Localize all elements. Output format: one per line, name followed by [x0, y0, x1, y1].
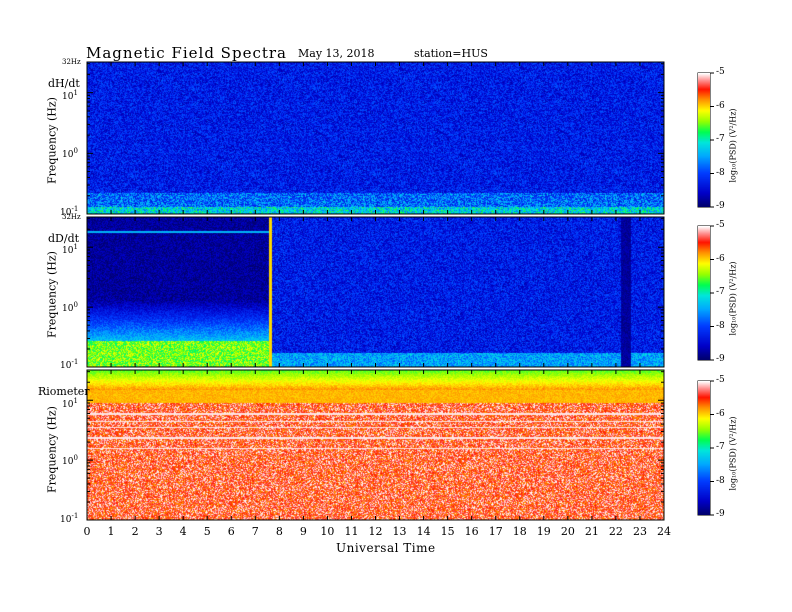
x-tick-label: 0 — [83, 525, 91, 538]
page-title: Magnetic Field Spectra — [86, 44, 287, 62]
x-tick-label: 15 — [440, 525, 455, 538]
x-tick-label: 8 — [275, 525, 283, 538]
x-tick-label: 1 — [107, 525, 115, 538]
x-tick-label: 22 — [608, 525, 623, 538]
colorbar-tick-label: -9 — [716, 201, 725, 211]
x-tick-label: 6 — [227, 525, 235, 538]
y-tick-1-1e-1: 10-1 — [60, 205, 79, 218]
x-tick-label: 19 — [536, 525, 551, 538]
colorbar-tick-label: -5 — [716, 67, 725, 77]
y-tick-1-1e1: 101 — [62, 89, 78, 102]
x-tick-label: 4 — [179, 525, 187, 538]
date-label: May 13, 2018 — [298, 47, 375, 60]
y-tick-3-1e-1: 10-1 — [60, 512, 79, 525]
colorbar-tick-label: -5 — [716, 220, 725, 230]
spectrogram-dh-dt — [87, 62, 664, 214]
colorbar-label: log₁₀(PSD) (V²/Hz) — [728, 416, 738, 491]
colorbar-label: log₁₀(PSD) (V²/Hz) — [728, 108, 738, 183]
colorbar-tick-label: -7 — [716, 287, 725, 297]
panel-frame-1 — [86, 61, 665, 215]
colorbar-tick-label: -9 — [716, 509, 725, 519]
panel-frame-2 — [86, 216, 665, 368]
x-tick-label: 13 — [392, 525, 407, 538]
x-tick-label: 14 — [416, 525, 431, 538]
colorbar-tick-label: -6 — [716, 408, 725, 419]
y-tick-2-1e-1: 10-1 — [60, 358, 79, 371]
x-tick-label: 18 — [512, 525, 527, 538]
y-tick-3-1e1: 101 — [62, 397, 78, 410]
colorbar-3 — [698, 381, 710, 515]
colorbar-tick-label: -7 — [716, 442, 725, 452]
x-tick-label: 11 — [344, 525, 359, 538]
panel-label-dd-dt: dD/dt — [48, 232, 80, 245]
x-tick-label: 7 — [251, 525, 259, 538]
spectrogram-dd-dt — [87, 217, 664, 367]
x-tick-label: 10 — [320, 525, 335, 538]
y-top-label-1: 32Hz — [62, 58, 81, 66]
colorbar-2 — [698, 226, 710, 360]
x-tick-label: 16 — [464, 525, 479, 538]
y-top-label-2: 32Hz — [62, 213, 81, 221]
x-tick-label: 24 — [657, 525, 671, 538]
colorbar-tick-label: -7 — [716, 134, 725, 144]
x-tick-label: 17 — [488, 525, 503, 538]
x-tick-label: 9 — [299, 525, 307, 538]
colorbar-tick-label: -8 — [716, 167, 725, 178]
x-tick-label: 2 — [131, 525, 139, 538]
colorbar-tick-label: -8 — [716, 475, 725, 486]
y-tick-1-1e0: 100 — [62, 147, 78, 160]
spectrogram-riometer — [87, 370, 664, 520]
x-tick-label: 3 — [155, 525, 163, 538]
colorbar-label: log₁₀(PSD) (V²/Hz) — [728, 261, 738, 336]
panel-frame-3 — [86, 369, 665, 521]
x-tick-label: 23 — [632, 525, 647, 538]
y-tick-2-1e1: 101 — [62, 243, 78, 256]
x-tick-label: 12 — [368, 525, 383, 538]
y-tick-2-1e0: 100 — [62, 301, 78, 314]
colorbar-tick-label: -9 — [716, 354, 725, 364]
x-tick-label: 5 — [203, 525, 211, 538]
x-tick-label: 20 — [560, 525, 575, 538]
colorbar-tick-label: -6 — [716, 253, 725, 264]
colorbar-tick-label: -6 — [716, 100, 725, 111]
x-tick-label: 21 — [584, 525, 599, 538]
panel-label-dh-dt: dH/dt — [48, 77, 80, 90]
colorbar-tick-label: -8 — [716, 320, 725, 331]
panel-label-riometer: Riometer — [38, 385, 90, 398]
colorbar-1 — [698, 73, 710, 207]
station-label: station=HUS — [414, 47, 488, 60]
colorbar-tick-label: -5 — [716, 375, 725, 385]
y-tick-3-1e0: 100 — [62, 454, 78, 467]
x-axis-label: Universal Time — [336, 541, 436, 555]
